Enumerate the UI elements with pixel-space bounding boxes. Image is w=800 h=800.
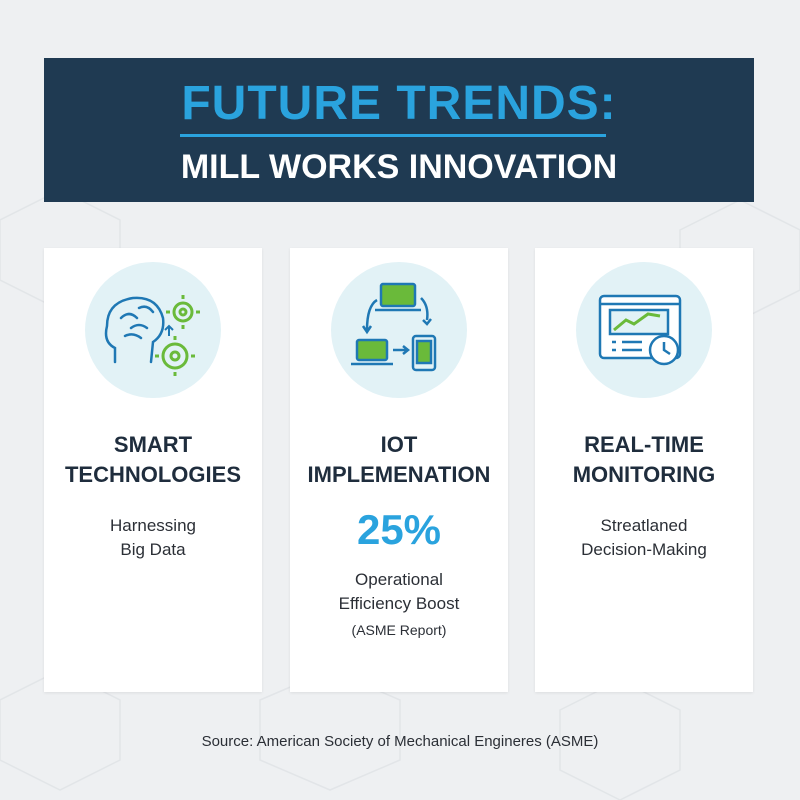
title-line: SMART (113, 432, 193, 457)
title: FUTURE TRENDS: (181, 77, 617, 130)
card-description: Operational Efficiency Boost (290, 568, 508, 616)
card-note: (ASME Report) (351, 622, 447, 638)
description-line: Efficiency Boost (338, 594, 460, 613)
title-line: REAL-TIME (584, 432, 704, 457)
description-line: Operational (355, 570, 443, 589)
title-line: IMPLEMENATION (307, 462, 491, 487)
stat-value: 25% (356, 506, 442, 553)
card-title: SMART TECHNOLOGIES (44, 430, 262, 490)
card: SMART TECHNOLOGIES Harnessing Big Data (44, 248, 262, 692)
title-line: IOT (380, 432, 418, 457)
card-title: REAL-TIME MONITORING (535, 430, 753, 490)
description-line: Harnessing (110, 516, 196, 535)
monitor-icon (576, 262, 712, 398)
card-title: IOT IMPLEMENATION (290, 430, 508, 490)
card-description: Harnessing Big Data (44, 514, 262, 562)
description-line: Big Data (120, 540, 186, 559)
header: FUTURE TRENDS: MILL WORKS INNOVATION (44, 58, 754, 202)
description-line: Streatlaned (600, 516, 688, 535)
iot-icon (331, 262, 467, 398)
title-rule (180, 134, 606, 137)
title-line: MONITORING (572, 462, 716, 487)
brain-icon (85, 262, 221, 398)
card: REAL-TIME MONITORING Streatlaned Decision-… (535, 248, 753, 692)
title-line: TECHNOLOGIES (64, 462, 241, 487)
card-description: Streatlaned Decision-Making (535, 514, 753, 562)
card: IOT IMPLEMENATION 25% Operational Efficien… (290, 248, 508, 692)
source-note: Source: American Society of Mechanical E… (201, 733, 599, 750)
subtitle: MILL WORKS INNOVATION (180, 148, 618, 186)
description-line: Decision-Making (581, 540, 707, 559)
